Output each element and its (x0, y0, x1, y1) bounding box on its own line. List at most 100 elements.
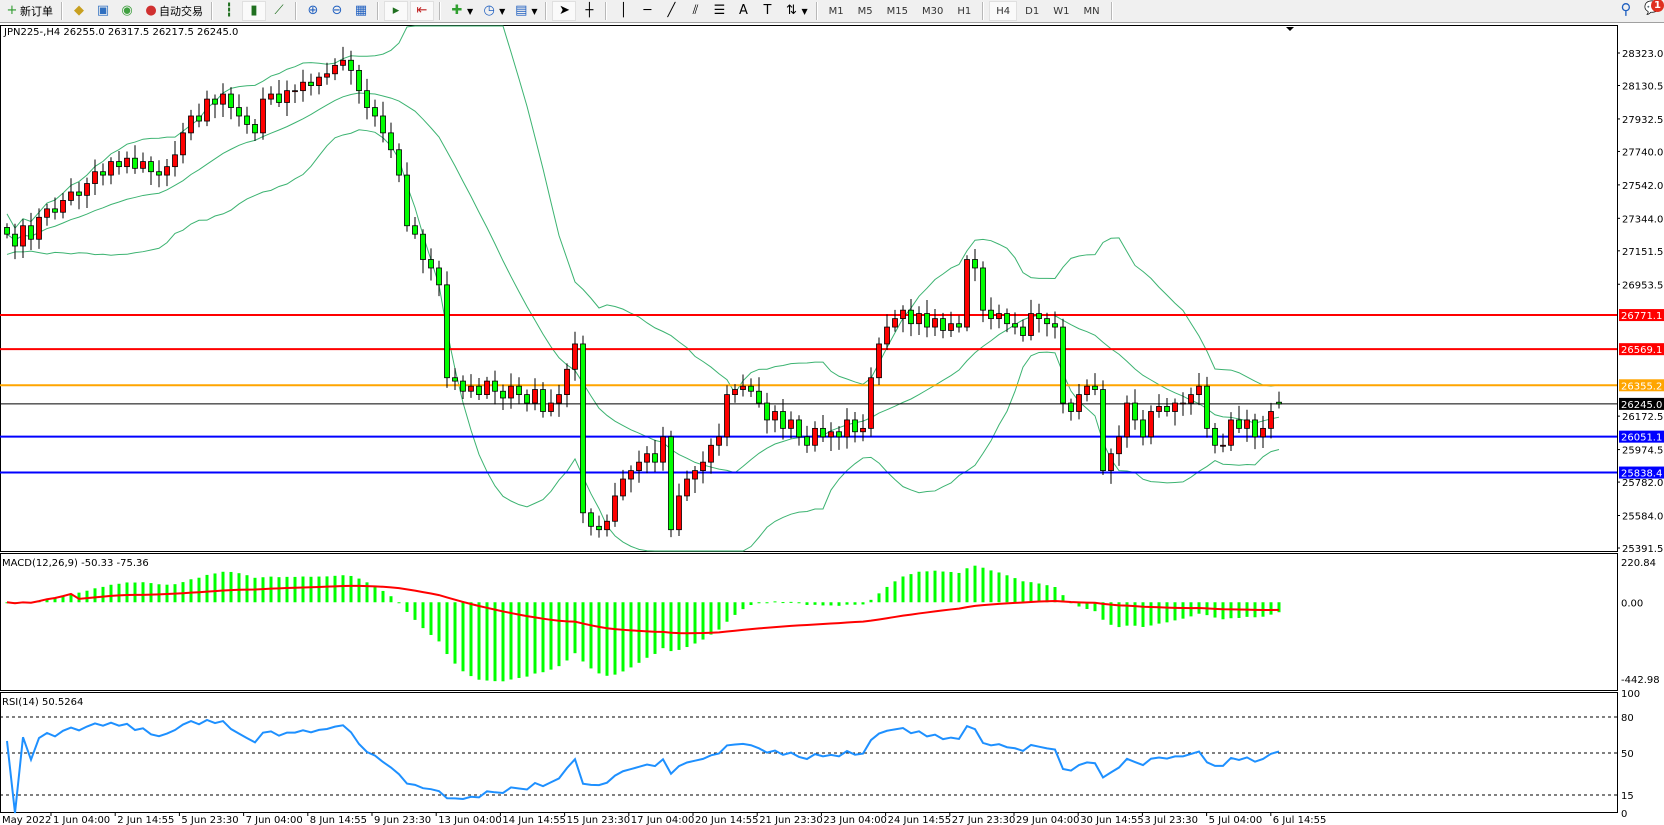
candle (756, 377, 762, 408)
timeframe-w1[interactable]: W1 (1053, 5, 1070, 17)
timeframe-mn[interactable]: MN (1083, 5, 1100, 17)
chart-shift-end-button[interactable]: ⇤ (410, 1, 434, 21)
candle (916, 306, 922, 335)
tile-windows-button[interactable]: ▦ (350, 1, 372, 21)
macd-histogram-bar (741, 602, 745, 610)
candle (828, 422, 834, 452)
macd-histogram-bar (669, 602, 673, 652)
fibonacci-button[interactable]: ☰ (708, 1, 730, 21)
macd-histogram-bar (549, 602, 553, 670)
macd-histogram-bar (917, 571, 921, 603)
time-tick-label: 15 Jun 23:30 (567, 815, 631, 825)
crosshair-button[interactable]: ┼ (578, 1, 600, 21)
macd-histogram-bar (53, 598, 57, 603)
time-tick-label: 1 Jun 04:00 (53, 815, 110, 825)
vertical-line-button[interactable]: │ (612, 1, 634, 21)
line-chart-button[interactable]: ⟋ (268, 1, 290, 21)
macd-histogram-bar (45, 599, 49, 603)
macd-histogram-bar (813, 602, 817, 605)
text-label-button[interactable]: T (756, 1, 778, 21)
auto-scroll-button[interactable]: ▸ (384, 1, 408, 21)
auto-trading-button[interactable]: ● 自动交易 (140, 1, 206, 21)
candle (1172, 398, 1178, 426)
price-tick-label: 27542.0 (1622, 181, 1663, 192)
timeframe-m5[interactable]: M5 (857, 5, 873, 17)
candle (684, 470, 690, 501)
timeframe-m15[interactable]: M15 (886, 5, 908, 17)
zoom-out-button[interactable]: ⊖ (326, 1, 348, 21)
templates-icon: ▤ (515, 3, 528, 18)
chart-shift-button[interactable]: ◆ (68, 1, 90, 21)
candle (444, 271, 450, 388)
chart-title: JPN225-,H4 26255.0 26317.5 26217.5 26245… (3, 27, 238, 38)
arrows-button[interactable]: ⇅ ▼ (780, 1, 810, 21)
timeframe-m1[interactable]: M1 (828, 5, 844, 17)
trendline-button[interactable]: ╱ (660, 1, 682, 21)
macd-histogram-bar (837, 602, 841, 606)
macd-histogram-bar (437, 602, 441, 642)
macd-histogram-bar (1021, 581, 1025, 603)
search-icon[interactable]: ⚲ (1620, 0, 1632, 18)
rsi-tick-label: 0 (1621, 809, 1627, 820)
candle (212, 94, 218, 119)
candle (780, 398, 786, 440)
macd-histogram-bar (997, 572, 1001, 603)
macd-histogram-bar (501, 602, 505, 682)
navigator-button[interactable]: ▣ (92, 1, 114, 21)
equidistant-channel-button[interactable]: ⫽ (684, 1, 706, 21)
candle (588, 508, 594, 536)
time-tick-label: 2 Jun 14:55 (117, 815, 174, 825)
chat-button[interactable]: 💬 1 (1644, 0, 1664, 17)
candle (1244, 409, 1250, 442)
chart-shift-marker[interactable] (1286, 27, 1294, 31)
timeframe-h4[interactable]: H4 (989, 1, 1018, 21)
text-icon: A (739, 3, 748, 18)
candle (1260, 415, 1266, 448)
zoom-in-button[interactable]: ⊕ (302, 1, 324, 21)
text-button[interactable]: A (732, 1, 754, 21)
candle (764, 392, 770, 434)
macd-histogram-bar (797, 602, 801, 604)
periods-button[interactable]: ◷ ▼ (478, 1, 508, 21)
candle (1004, 308, 1010, 333)
macd-histogram-bar (69, 593, 73, 603)
new-order-button[interactable]: + 新订单 (1, 1, 56, 21)
bar-chart-button[interactable]: ┇ (218, 1, 240, 21)
candle (1252, 413, 1258, 450)
candle (292, 84, 298, 103)
candle (540, 382, 546, 418)
macd-histogram-bar (725, 602, 729, 622)
candlestick-button[interactable]: ▮ (242, 1, 266, 21)
new-order-label: 新订单 (20, 5, 53, 18)
timeframe-m30[interactable]: M30 (921, 5, 944, 17)
candle (1204, 376, 1210, 438)
price-level-badge (1619, 430, 1664, 443)
candle (812, 421, 818, 452)
macd-histogram-bar (333, 575, 337, 603)
price-tick-label: 26953.5 (1622, 280, 1663, 291)
zoom-in-icon: ⊕ (307, 3, 319, 18)
signals-button[interactable]: ◉ (116, 1, 138, 21)
candle (1228, 412, 1234, 452)
candle (732, 384, 738, 403)
candle (12, 223, 18, 260)
horizontal-line-button[interactable]: ─ (636, 1, 658, 21)
candle (1116, 425, 1122, 466)
chart-shift-icon: ◆ (74, 3, 84, 18)
macd-histogram-bar (557, 602, 561, 667)
macd-histogram-bar (757, 602, 761, 604)
candle (364, 78, 370, 120)
timeframe-h1[interactable]: H1 (957, 5, 972, 17)
candle (372, 99, 378, 127)
time-tick-label: 30 Jun 14:55 (1080, 815, 1144, 825)
macd-histogram-bar (1173, 602, 1177, 621)
timeframe-d1[interactable]: D1 (1025, 5, 1040, 17)
candle (900, 305, 906, 333)
templates-button[interactable]: ▤ ▼ (510, 1, 540, 21)
candle (1068, 398, 1074, 421)
cursor-button[interactable]: ➤ (552, 1, 577, 21)
candle (572, 331, 578, 381)
macd-histogram-bar (829, 602, 833, 606)
indicators-button[interactable]: ✚ ▼ (446, 1, 476, 21)
